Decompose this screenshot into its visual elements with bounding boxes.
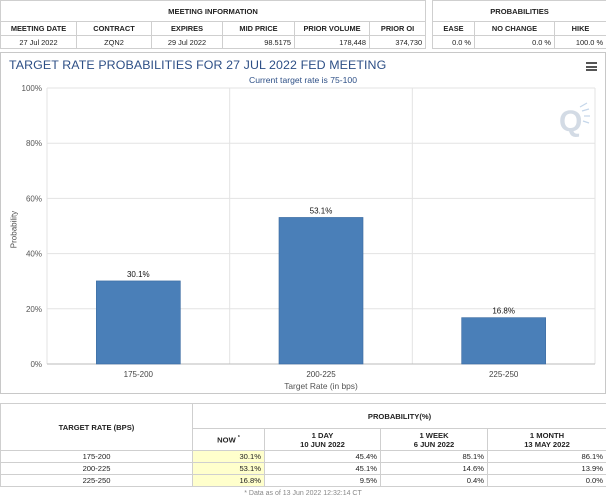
svg-text:Q: Q	[559, 105, 582, 138]
one-month-cell: 0.0%	[486, 474, 606, 487]
header-prior-volume: PRIOR VOLUME	[294, 21, 370, 36]
rate-cell: 175-200	[0, 450, 193, 463]
one-week-cell: 0.4%	[380, 474, 488, 487]
one-week-cell: 85.1%	[380, 450, 488, 463]
now-label: NOW	[217, 435, 236, 445]
one-day-cell: 9.5%	[264, 474, 381, 487]
rate-cell: 225-250	[0, 474, 193, 487]
x-tick-label: 225-250	[489, 370, 519, 379]
ease-value: 0.0 %	[432, 35, 475, 49]
no-change-value: 0.0 %	[474, 35, 555, 49]
header-meeting-date: MEETING DATE	[0, 21, 77, 36]
hamburger-menu-icon[interactable]	[586, 62, 597, 71]
meeting-date-value: 27 Jul 2022	[0, 35, 77, 49]
meeting-information-table: MEETING INFORMATION MEETING DATE CONTRAC…	[0, 0, 427, 49]
bar	[461, 317, 546, 365]
now-cell: 16.8%	[192, 474, 265, 487]
col-1-week-date: 6 JUN 2022	[413, 439, 455, 449]
prior-oi-value: 374,730	[368, 35, 427, 49]
x-tick-label: 175-200	[124, 370, 154, 379]
y-tick-label: 0%	[30, 360, 42, 369]
one-month-cell: 86.1%	[486, 450, 606, 463]
header-probability: PROBABILITY(%)	[191, 403, 606, 429]
header-target-rate: TARGET RATE (BPS)	[0, 403, 193, 451]
header-contract: CONTRACT	[76, 21, 152, 36]
rate-cell: 200-225	[0, 462, 193, 475]
chart-subtitle: Current target rate is 75-100	[249, 75, 357, 85]
header-now: NOW *	[192, 428, 265, 451]
expires-value: 29 Jul 2022	[151, 35, 223, 49]
now-cell: 53.1%	[192, 462, 265, 475]
header-prior-oi: PRIOR OI	[368, 21, 427, 36]
target-rate-probability-table: TARGET RATE (BPS) PROBABILITY(%) NOW * 1…	[0, 403, 606, 487]
y-tick-label: 20%	[26, 305, 42, 314]
now-footnote-mark: *	[237, 435, 240, 442]
header-1-week: 1 WEEK 6 JUN 2022	[380, 428, 488, 451]
col-1-month-date: 13 MAY 2022	[524, 439, 570, 449]
chart-title: TARGET RATE PROBABILITIES FOR 27 JUL 202…	[9, 58, 387, 72]
x-axis-label: Target Rate (in bps)	[284, 381, 358, 391]
probability-table-section: TARGET RATE (BPS) PROBABILITY(%) NOW * 1…	[0, 403, 606, 487]
q-logo-watermark-icon: Q	[559, 102, 590, 138]
bar-data-label: 16.8%	[492, 307, 515, 316]
header-mid-price: MID PRICE	[222, 21, 295, 36]
probabilities-table: PROBABILITIES EASE NO CHANGE HIKE 0.0 % …	[431, 0, 606, 49]
y-tick-label: 60%	[26, 194, 42, 203]
target-rate-chart: TARGET RATE PROBABILITIES FOR 27 JUL 202…	[0, 52, 606, 394]
bar-data-label: 30.1%	[127, 270, 150, 279]
y-tick-label: 40%	[26, 250, 42, 259]
bar	[96, 280, 181, 365]
one-day-cell: 45.4%	[264, 450, 381, 463]
header-expires: EXPIRES	[151, 21, 223, 36]
col-1-week-label: 1 WEEK	[419, 430, 449, 440]
data-timestamp-footnote: * Data as of 13 Jun 2022 12:32:14 CT	[244, 490, 362, 497]
chart-plot-area: 0% 20% 40% 60% 80% 100% 30.1% 175-200 53.1% 200-2…	[22, 84, 596, 391]
top-tables: MEETING INFORMATION MEETING DATE CONTRAC…	[0, 0, 606, 52]
y-tick-label: 80%	[26, 139, 42, 148]
col-1-day-label: 1 DAY	[311, 430, 334, 440]
meeting-information-title: MEETING INFORMATION	[0, 0, 427, 22]
bar	[278, 217, 364, 365]
col-1-day-date: 10 JUN 2022	[300, 439, 345, 449]
now-cell: 30.1%	[192, 450, 265, 463]
probabilities-title: PROBABILITIES	[431, 0, 606, 22]
contract-value: ZQN2	[76, 35, 152, 49]
header-ease: EASE	[432, 21, 475, 36]
col-1-month-label: 1 MONTH	[529, 430, 565, 440]
header-1-month: 1 MONTH 13 MAY 2022	[486, 428, 606, 451]
header-hike: HIKE	[553, 21, 606, 36]
table-row: 225-250 16.8% 9.5% 0.4% 0.0%	[0, 474, 606, 487]
hike-value: 100.0 %	[553, 35, 606, 49]
header-1-day: 1 DAY 10 JUN 2022	[264, 428, 381, 451]
mid-price-value: 98.5175	[222, 35, 295, 49]
header-no-change: NO CHANGE	[474, 21, 555, 36]
one-day-cell: 45.1%	[264, 462, 381, 475]
one-month-cell: 13.9%	[486, 462, 606, 475]
table-row: 200-225 53.1% 45.1% 14.6% 13.9%	[0, 462, 606, 475]
x-tick-label: 200-225	[306, 370, 336, 379]
one-week-cell: 14.6%	[380, 462, 488, 475]
table-row: 175-200 30.1% 45.4% 85.1% 86.1%	[0, 450, 606, 463]
y-tick-label: 100%	[22, 84, 42, 93]
bar-data-label: 53.1%	[310, 206, 333, 215]
prior-volume-value: 178,448	[294, 35, 370, 49]
